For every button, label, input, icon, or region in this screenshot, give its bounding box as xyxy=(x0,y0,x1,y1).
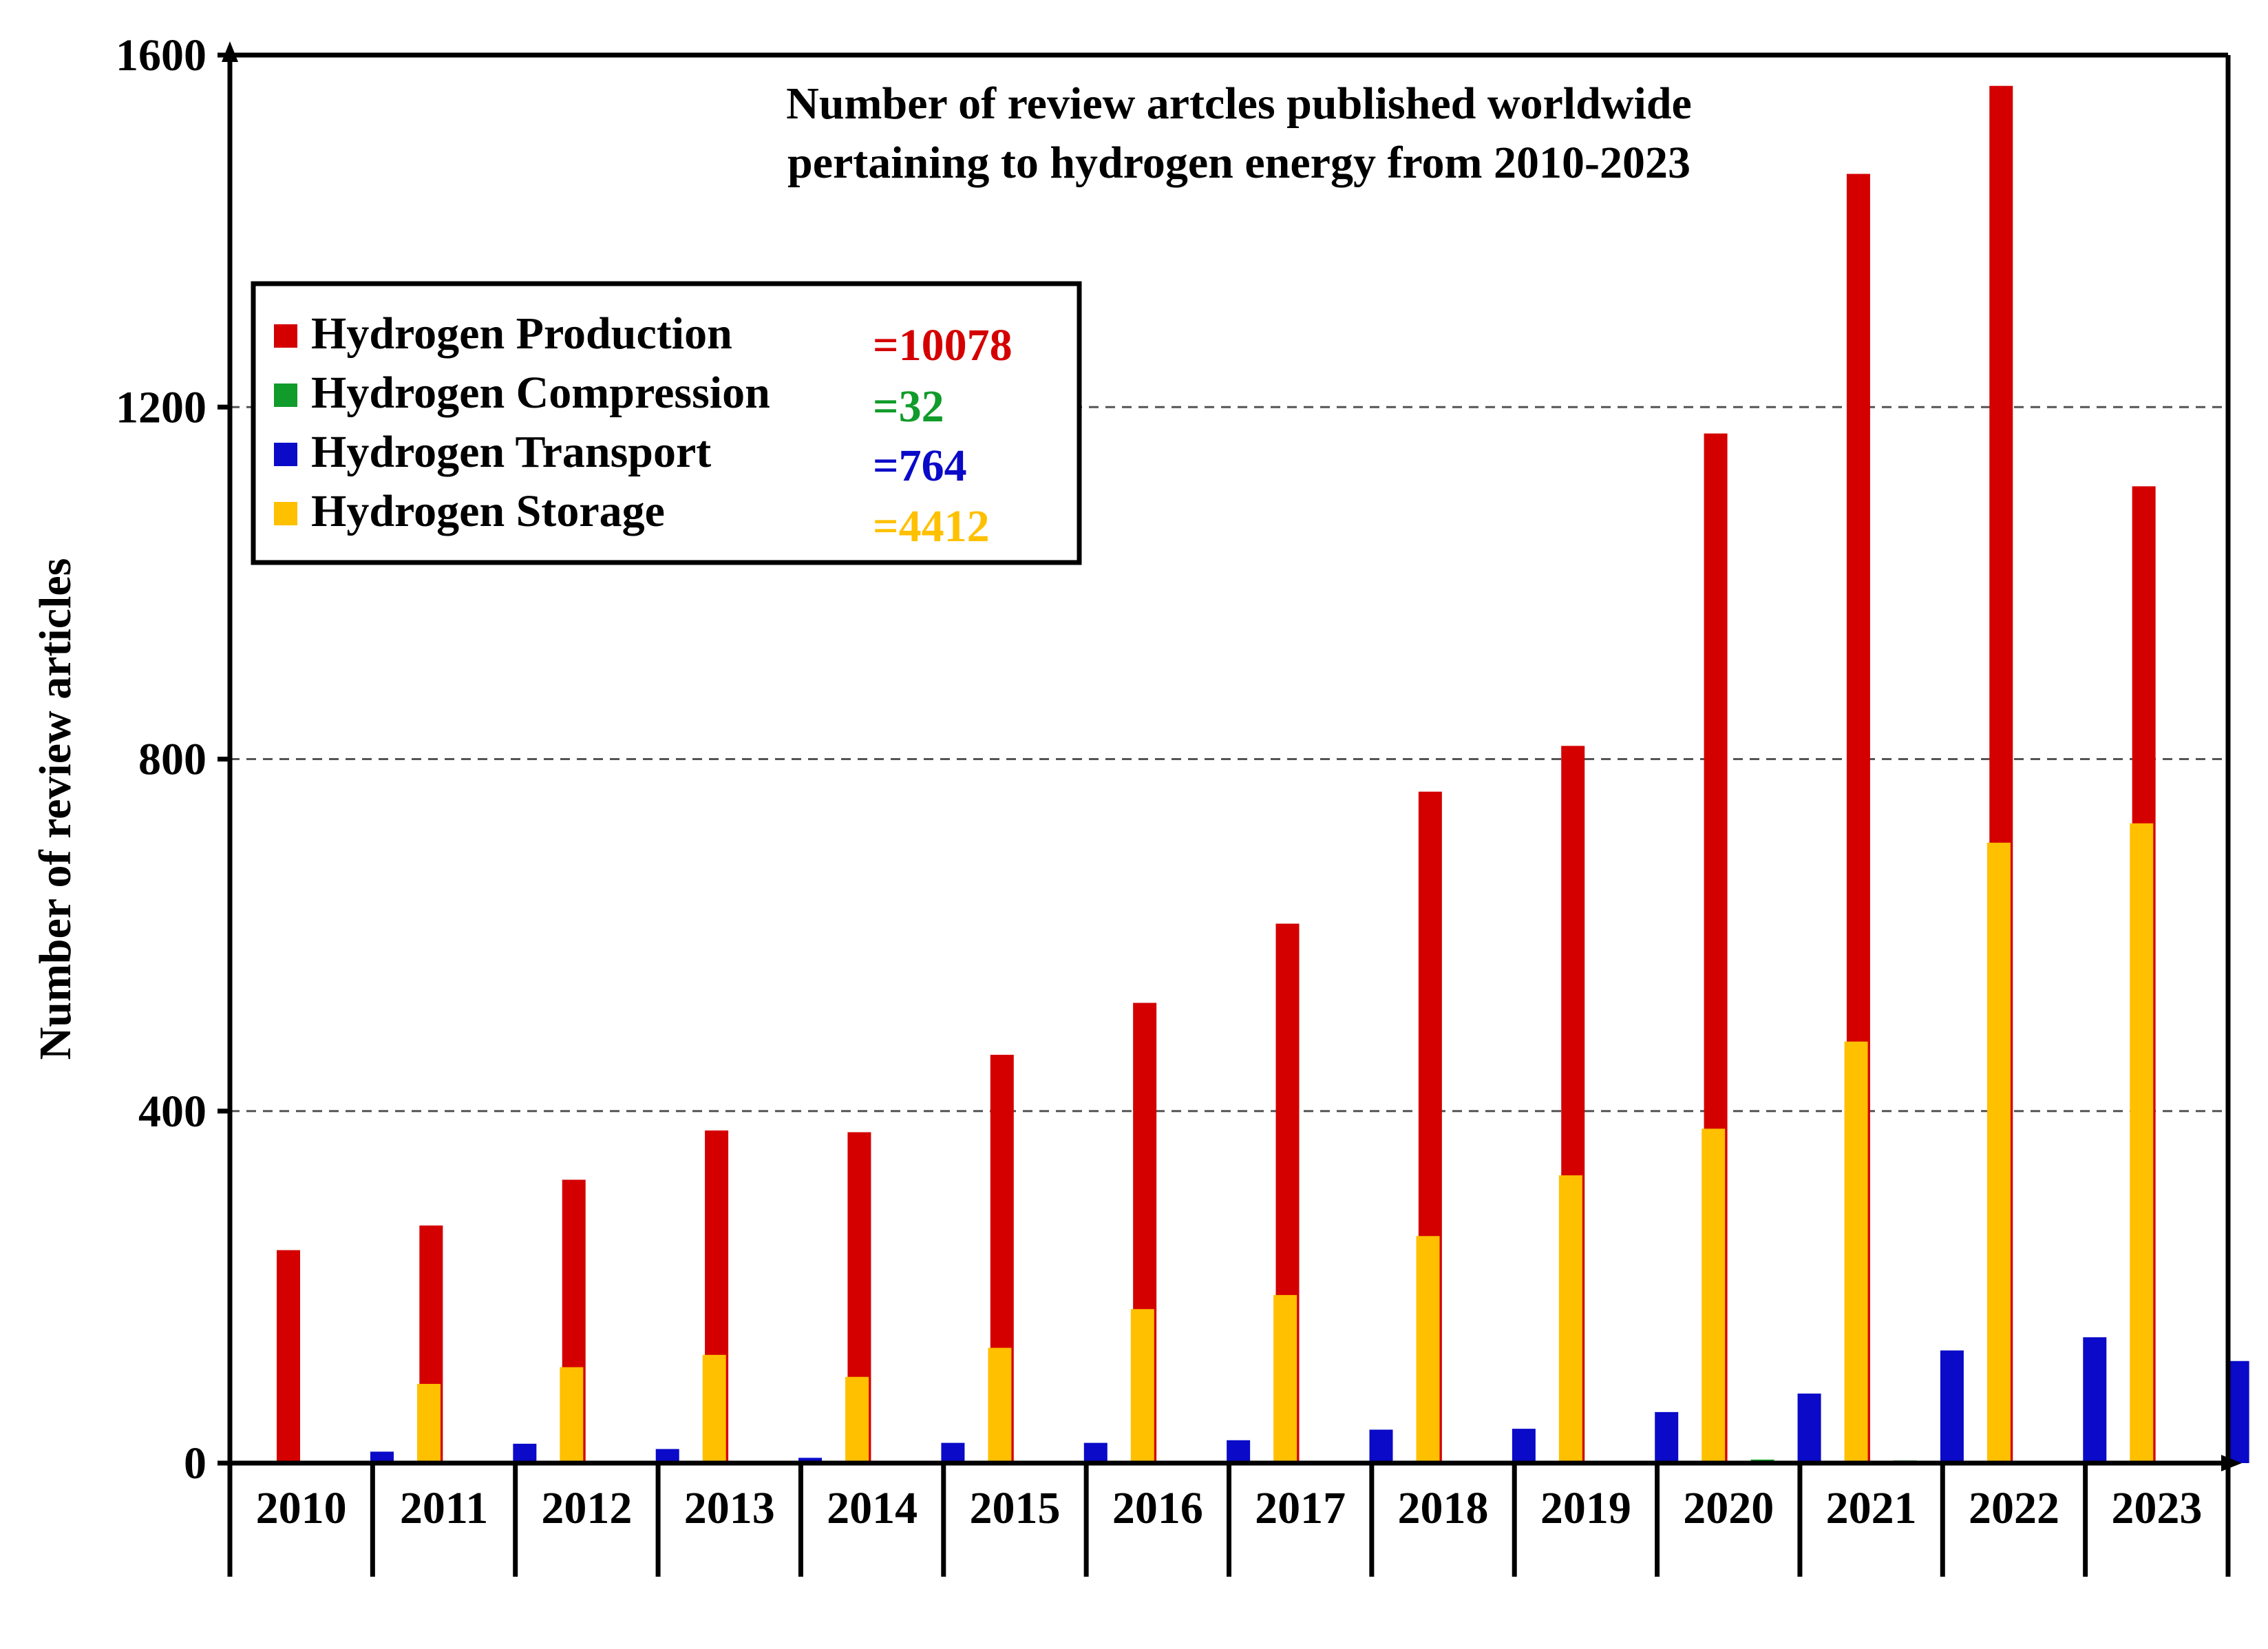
bar-hydrogen-storage-2013 xyxy=(845,1376,869,1463)
tick-labels: 0 400 800 1200 1600 2010 2011 2012 2013 2014 2015 2… xyxy=(116,30,2202,1533)
bar-hydrogen-transport-2021 xyxy=(1940,1350,1964,1463)
x-tick-label: 2014 xyxy=(827,1483,918,1533)
legend-total-transport: =764 xyxy=(873,441,967,491)
bar-hydrogen-production-2010 xyxy=(277,1250,300,1463)
bar-hydrogen-transport-2018 xyxy=(1512,1429,1536,1463)
legend-swatch-storage xyxy=(274,502,297,525)
legend-frame xyxy=(251,281,1082,565)
bar-hydrogen-storage-2018 xyxy=(1558,1175,1582,1463)
y-tick-label: 0 xyxy=(184,1438,206,1489)
bar-hydrogen-transport-2011 xyxy=(513,1443,537,1463)
x-tick-label: 2011 xyxy=(400,1483,488,1533)
bar-hydrogen-transport-2014 xyxy=(941,1442,965,1463)
x-tick-label: 2017 xyxy=(1255,1483,1346,1533)
x-tick-label: 2010 xyxy=(256,1483,347,1533)
bar-hydrogen-storage-2017 xyxy=(1416,1236,1440,1463)
x-tick-label: 2022 xyxy=(1969,1483,2059,1533)
x-tick-label: 2021 xyxy=(1826,1483,1917,1533)
chart-title-line-1: Number of review artcles published world… xyxy=(786,78,1692,129)
x-tick-label: 2016 xyxy=(1112,1483,1203,1533)
legend-total-production: =10078 xyxy=(873,320,1013,370)
legend-label-transport: Hydrogen Transport xyxy=(311,427,711,477)
x-tick-label: 2013 xyxy=(684,1483,775,1533)
bar-hydrogen-storage-2022 xyxy=(2130,823,2154,1463)
bars xyxy=(277,85,2249,1463)
axes xyxy=(218,41,2242,1577)
x-tick-label: 2020 xyxy=(1683,1483,1774,1533)
legend-swatch-production xyxy=(274,324,297,348)
bar-hydrogen-storage-2012 xyxy=(702,1354,726,1463)
bar-hydrogen-storage-2011 xyxy=(560,1367,584,1463)
legend-total-storage: =4412 xyxy=(873,501,990,552)
y-tick-label: 1200 xyxy=(116,382,206,432)
y-tick-label: 400 xyxy=(138,1086,206,1137)
y-tick-label: 1600 xyxy=(116,30,206,81)
bar-hydrogen-transport-2017 xyxy=(1369,1429,1393,1463)
legend-label-production: Hydrogen Production xyxy=(311,308,732,359)
y-axis-label: Number of review articles xyxy=(30,558,81,1060)
x-tick-label: 2023 xyxy=(2111,1483,2202,1533)
x-tick-label: 2018 xyxy=(1398,1483,1489,1533)
bar-hydrogen-storage-2020 xyxy=(1844,1041,1868,1463)
legend-label-compression: Hydrogen Compression xyxy=(311,368,770,418)
bar-hydrogen-transport-2015 xyxy=(1083,1442,1107,1463)
x-tick-label: 2015 xyxy=(969,1483,1060,1533)
y-tick-label: 800 xyxy=(138,735,206,785)
bar-hydrogen-transport-2022 xyxy=(2083,1337,2107,1463)
bar-hydrogen-transport-2013 xyxy=(798,1458,823,1463)
legend: Hydrogen Production =10078 Hydrogen Comp… xyxy=(251,281,1082,565)
bar-hydrogen-storage-2015 xyxy=(1130,1309,1154,1463)
bar-hydrogen-transport-2020 xyxy=(1797,1394,1821,1463)
x-tick-label: 2012 xyxy=(541,1483,632,1533)
bar-hydrogen-storage-2016 xyxy=(1273,1294,1297,1463)
legend-total-compression: =32 xyxy=(873,381,944,432)
bar-hydrogen-transport-2012 xyxy=(655,1449,679,1463)
bar-hydrogen-storage-2019 xyxy=(1702,1128,1726,1463)
bar-hydrogen-transport-2010 xyxy=(370,1451,394,1463)
legend-swatch-compression xyxy=(274,384,297,407)
bar-hydrogen-storage-2010 xyxy=(417,1383,441,1463)
legend-label-storage: Hydrogen Storage xyxy=(311,486,665,536)
legend-swatch-transport xyxy=(274,443,297,466)
bar-hydrogen-storage-2021 xyxy=(1986,842,2011,1463)
x-tick-label: 2019 xyxy=(1540,1483,1631,1533)
bar-hydrogen-transport-2019 xyxy=(1655,1411,1679,1463)
bar-hydrogen-storage-2014 xyxy=(988,1347,1012,1463)
bar-hydrogen-transport-2016 xyxy=(1227,1440,1251,1463)
chart-title-line-2: pertaining to hydrogen energy from 2010-… xyxy=(787,138,1691,188)
